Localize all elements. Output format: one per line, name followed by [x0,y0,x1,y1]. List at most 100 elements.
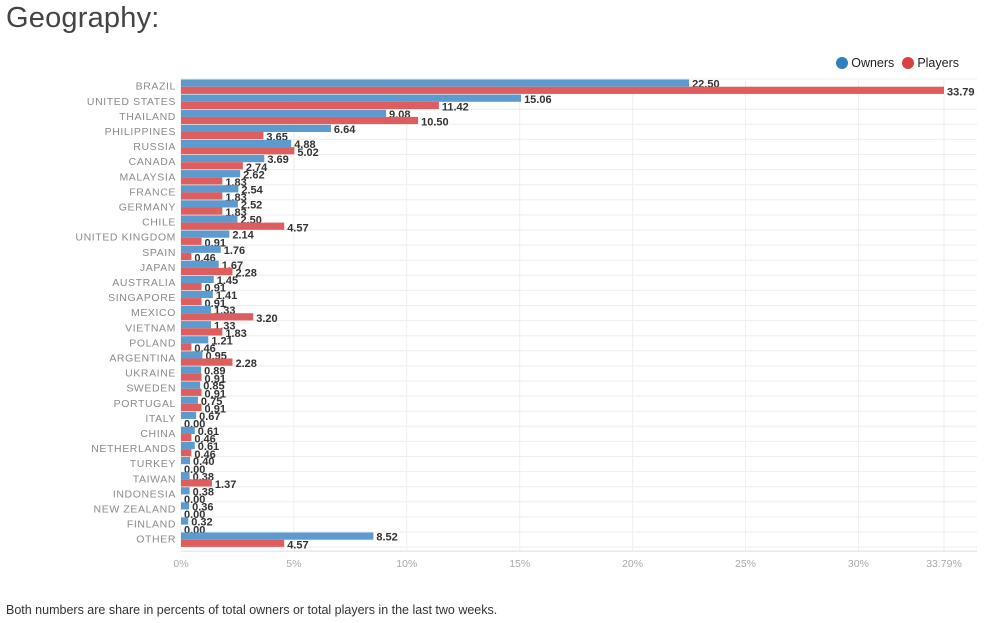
category-label: VIETNAM [125,322,176,334]
players-bar [181,449,192,457]
owners-bar [181,230,230,238]
owners-bar [181,441,195,450]
players-bar [181,313,254,321]
owners-value-label: 0.40 [193,456,214,468]
players-bar [181,434,192,442]
owners-bar [181,155,265,163]
category-label: JAPAN [140,262,176,274]
category-label: NEW ZEALAND [94,504,176,516]
players-value-label: 2.28 [235,358,256,370]
owners-bar [181,306,212,314]
owners-value-label: 0.85 [203,381,224,393]
category-label: TAIWAN [133,473,176,485]
category-label: POLAND [129,337,176,349]
players-bar [181,252,192,260]
category-label: CHILE [142,217,176,229]
category-label: BRAZIL [136,81,176,93]
players-bar [181,222,285,230]
players-value-label: 4.57 [287,222,308,234]
players-bar [181,539,285,547]
owners-value-label: 0.61 [198,426,219,438]
owners-bar [181,79,690,87]
owners-bar [181,321,212,329]
owners-bar [181,336,209,344]
category-label: SWEDEN [126,383,176,395]
category-label: THAILAND [119,111,176,123]
players-value-label: 1.37 [215,479,236,491]
players-bar [181,403,202,411]
players-bar [181,177,223,185]
x-tick-label: 30% [848,558,869,570]
players-bar [181,283,202,291]
page-title: Geography: [6,2,160,34]
legend-item-players[interactable]: Players [902,56,959,70]
footnote: Both numbers are share in percents of to… [6,603,498,617]
x-tick-label: 15% [509,558,530,570]
owners-bar [181,487,190,495]
players-value-label: 0.46 [194,434,215,446]
players-bar [181,147,295,155]
players-bar [181,132,264,140]
players-value-label: 0.00 [184,494,205,506]
category-label: MALAYSIA [119,171,176,183]
owners-value-label: 1.76 [224,245,245,257]
legend-label-owners: Owners [851,56,895,70]
players-bar [181,298,202,306]
category-label: FINLAND [127,519,176,531]
category-label: GERMANY [119,202,176,214]
owners-value-label: 2.52 [241,200,262,212]
players-value-label: 10.50 [421,117,449,129]
owners-value-label: 2.14 [232,230,254,242]
players-value-label: 0.91 [205,373,226,385]
players-value-label: 3.20 [256,313,277,325]
owners-value-label: 2.54 [241,184,263,196]
players-value-label: 4.57 [287,539,308,551]
players-bar [181,116,419,125]
owners-bar [181,94,522,102]
owners-value-label: 15.06 [524,94,552,106]
owners-bar [181,245,221,253]
players-value-label: 0.46 [194,449,215,461]
owners-value-label: 0.61 [198,441,219,453]
owners-bar [181,411,197,419]
owners-bar [181,472,190,480]
category-label: NETHERLANDS [91,443,176,455]
owners-bar [181,457,191,465]
category-label: PORTUGAL [114,398,176,410]
players-value-label: 2.74 [246,162,268,174]
x-tick-label: 5% [286,558,301,570]
x-tick-label: 25% [735,558,756,570]
category-label: OTHER [136,534,176,546]
players-value-label: 1.83 [225,328,246,340]
players-value-label: 2.28 [235,268,256,280]
players-bar [181,267,233,276]
owners-bar [181,517,189,525]
category-label: SPAIN [142,247,176,259]
legend-dot-owners [836,57,849,69]
players-bar [181,388,202,396]
owners-value-label: 6.64 [334,124,356,136]
players-bar [181,192,223,200]
category-label: PHILIPPINES [105,126,176,138]
owners-bar [181,290,213,299]
category-label: CHINA [140,428,176,440]
owners-bar [181,426,195,434]
category-label: CANADA [129,156,176,168]
legend-item-owners[interactable]: Owners [836,56,894,70]
players-bar [181,101,439,109]
owners-value-label: 1.21 [211,335,232,347]
owners-bar [181,260,219,268]
owners-value-label: 1.45 [217,275,238,287]
category-label: ITALY [145,413,176,425]
owners-value-label: 0.67 [199,411,220,423]
owners-bar [181,366,202,374]
owners-bar [181,139,292,148]
players-bar [181,343,192,351]
owners-value-label: 0.32 [191,517,212,529]
legend-label-players: Players [917,56,959,70]
owners-bar [181,502,190,510]
legend-dot-players [902,57,915,69]
owners-bar [181,170,241,178]
bar-chart: 0% 5% 10% 15% 20% 25% 30% 33.79%BRAZIL 22.5033.7… [75,78,977,570]
players-bar [181,86,944,94]
